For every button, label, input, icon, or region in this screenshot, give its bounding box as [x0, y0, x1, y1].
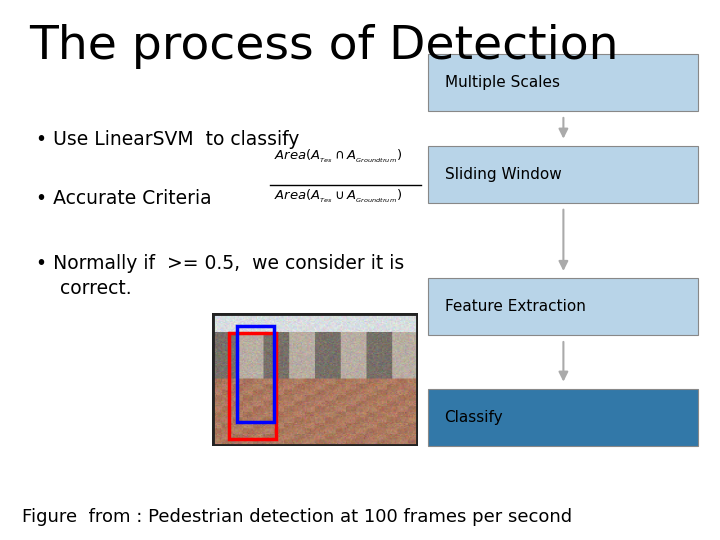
Text: The process of Detection: The process of Detection [29, 24, 618, 69]
Bar [428, 389, 698, 446]
Text: Classify: Classify [444, 410, 503, 424]
Text: $\mathit{Area}(A_{_{Tes}} \cup A_{_{Groundtrum}})$: $\mathit{Area}(A_{_{Tes}} \cup A_{_{Grou… [274, 188, 402, 206]
Text: • Accurate Criteria: • Accurate Criteria [36, 189, 212, 208]
Text: Figure  from : Pedestrian detection at 100 frames per second: Figure from : Pedestrian detection at 10… [22, 509, 572, 526]
Text: $\mathit{Area}(A_{_{Tes}} \cap A_{_{Groundtrum}})$: $\mathit{Area}(A_{_{Tes}} \cap A_{_{Grou… [274, 147, 402, 165]
Bar [237, 326, 274, 422]
Bar [428, 278, 698, 335]
Text: Sliding Window: Sliding Window [444, 167, 562, 181]
Bar [428, 54, 698, 111]
Text: Multiple Scales: Multiple Scales [444, 75, 559, 90]
Text: • Use LinearSVM  to classify: • Use LinearSVM to classify [36, 130, 300, 148]
Text: • Normally if  >= 0.5,  we consider it is
    correct.: • Normally if >= 0.5, we consider it is … [36, 254, 404, 298]
Bar [428, 146, 698, 202]
Bar [229, 333, 276, 439]
Text: Feature Extraction: Feature Extraction [444, 299, 585, 314]
